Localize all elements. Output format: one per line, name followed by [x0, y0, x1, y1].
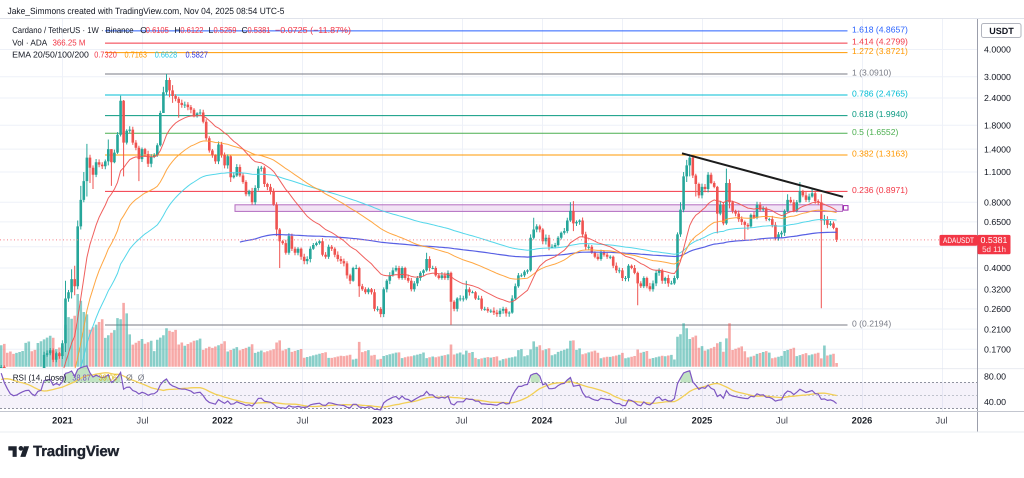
svg-text:0.2100: 0.2100 [984, 324, 1011, 334]
svg-text:0.5 (1.6552): 0.5 (1.6552) [852, 127, 898, 137]
svg-text:1.618 (4.8657): 1.618 (4.8657) [852, 24, 908, 34]
svg-text:Vol · ADA: Vol · ADA [12, 37, 47, 47]
svg-text:5d 11h: 5d 11h [982, 245, 1006, 254]
svg-text:RSI (14, close): RSI (14, close) [13, 373, 67, 383]
svg-text:4.0000: 4.0000 [984, 45, 1011, 55]
svg-text:0.6105: 0.6105 [146, 25, 169, 35]
svg-text:0.786 (2.4765): 0.786 (2.4765) [852, 89, 908, 99]
svg-text:Ø: Ø [126, 373, 133, 383]
svg-text:0.5381: 0.5381 [248, 25, 271, 35]
svg-text:39.06: 39.06 [99, 373, 118, 383]
svg-text:Jul: Jul [615, 416, 627, 426]
svg-text:0.236 (0.8971): 0.236 (0.8971) [852, 185, 908, 195]
svg-text:366.25 M: 366.25 M [53, 37, 86, 47]
svg-text:1 (3.0910): 1 (3.0910) [852, 68, 891, 78]
svg-text:Jul: Jul [936, 416, 948, 426]
svg-text:Jake_Simmons created with Trad: Jake_Simmons created with TradingView.co… [8, 6, 285, 16]
svg-text:38.87: 38.87 [72, 373, 91, 383]
svg-text:0.7320: 0.7320 [94, 49, 117, 59]
svg-text:1.4000: 1.4000 [984, 144, 1011, 154]
svg-text:2026: 2026 [852, 416, 873, 426]
svg-text:2.4000: 2.4000 [984, 93, 1011, 103]
svg-text:40.00: 40.00 [984, 397, 1006, 407]
svg-text:0.4000: 0.4000 [984, 263, 1011, 273]
svg-text:TradingView: TradingView [33, 444, 120, 460]
svg-text:3.0000: 3.0000 [984, 72, 1011, 82]
svg-text:Ø: Ø [138, 373, 145, 383]
svg-text:0.618 (1.9940): 0.618 (1.9940) [852, 109, 908, 119]
svg-text:USDT: USDT [989, 26, 1014, 36]
svg-text:1.1000: 1.1000 [984, 167, 1011, 177]
svg-text:0.8000: 0.8000 [984, 197, 1011, 207]
svg-text:Cardano / TetherUS · 1W · Bina: Cardano / TetherUS · 1W · Binance [12, 25, 134, 35]
svg-text:L: L [209, 25, 214, 35]
svg-text:0.5259: 0.5259 [214, 25, 237, 35]
svg-text:O: O [140, 25, 147, 35]
svg-text:2023: 2023 [372, 416, 393, 426]
svg-text:ADAUSDT: ADAUSDT [943, 236, 974, 245]
svg-text:1.272 (3.8721): 1.272 (3.8721) [852, 46, 908, 56]
svg-text:0.7163: 0.7163 [125, 49, 148, 59]
svg-text:0.6500: 0.6500 [984, 217, 1011, 227]
svg-text:80.00: 80.00 [984, 371, 1006, 381]
svg-text:1.414 (4.2799): 1.414 (4.2799) [852, 37, 908, 47]
svg-text:0.5381: 0.5381 [981, 235, 1008, 245]
svg-text:1.8000: 1.8000 [984, 121, 1011, 131]
svg-text:0.5827: 0.5827 [186, 49, 209, 59]
svg-text:2021: 2021 [52, 416, 73, 426]
svg-text:Jul: Jul [456, 416, 468, 426]
svg-text:0.3200: 0.3200 [984, 284, 1011, 294]
svg-text:EMA 20/50/100/200: EMA 20/50/100/200 [12, 49, 89, 59]
svg-text:2025: 2025 [692, 416, 713, 426]
svg-text:C: C [242, 25, 248, 35]
svg-text:0.2600: 0.2600 [984, 304, 1011, 314]
svg-text:0.382 (1.3163): 0.382 (1.3163) [852, 149, 908, 159]
svg-text:2022: 2022 [212, 416, 233, 426]
svg-text:H: H [174, 25, 180, 35]
svg-text:2024: 2024 [532, 416, 554, 426]
svg-text:Jul: Jul [137, 416, 149, 426]
svg-text:Jul: Jul [297, 416, 309, 426]
svg-text:0.6628: 0.6628 [155, 49, 178, 59]
svg-text:0.1700: 0.1700 [984, 344, 1011, 354]
svg-text:−0.0725 (−11.87%): −0.0725 (−11.87%) [275, 25, 351, 35]
svg-text:0 (0.2194): 0 (0.2194) [852, 319, 891, 329]
svg-text:Jul: Jul [776, 416, 788, 426]
svg-text:0.6122: 0.6122 [180, 25, 203, 35]
